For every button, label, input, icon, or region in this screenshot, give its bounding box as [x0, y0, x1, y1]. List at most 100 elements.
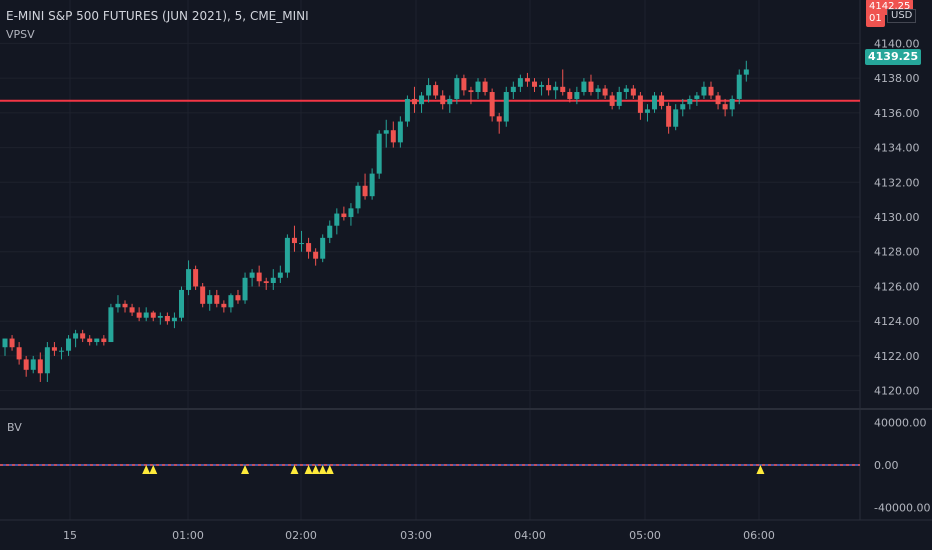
candle-body[interactable] — [496, 116, 502, 122]
candle-body[interactable] — [235, 295, 241, 301]
candle-body[interactable] — [143, 312, 149, 318]
candle-body[interactable] — [468, 90, 474, 93]
candle-body[interactable] — [263, 281, 269, 283]
candle-body[interactable] — [482, 81, 488, 93]
candle-body[interactable] — [595, 88, 601, 93]
candle-body[interactable] — [390, 130, 396, 143]
candle-body[interactable] — [221, 303, 227, 308]
candle-body[interactable] — [186, 269, 192, 290]
candle-body[interactable] — [101, 338, 107, 343]
candle-body[interactable] — [623, 88, 629, 93]
candle-body[interactable] — [256, 272, 262, 282]
candle-body[interactable] — [581, 81, 587, 93]
candle-body[interactable] — [200, 286, 206, 304]
candle-body[interactable] — [630, 88, 636, 96]
candle-body[interactable] — [2, 338, 8, 348]
candle-body[interactable] — [694, 95, 700, 99]
candle-body[interactable] — [729, 98, 735, 110]
candle-body[interactable] — [708, 86, 714, 96]
candle-body[interactable] — [383, 130, 389, 134]
candle-body[interactable] — [722, 104, 728, 110]
candle-body[interactable] — [228, 295, 234, 308]
candle-body[interactable] — [23, 359, 29, 370]
candle-body[interactable] — [80, 333, 86, 339]
candle-body[interactable] — [334, 213, 340, 226]
candle-body[interactable] — [517, 78, 523, 87]
candle-body[interactable] — [242, 277, 248, 301]
candle-body[interactable] — [489, 92, 495, 117]
candle-body[interactable] — [673, 109, 679, 127]
candle-body[interactable] — [510, 86, 516, 93]
candle-body[interactable] — [108, 307, 114, 343]
candle-body[interactable] — [574, 92, 580, 99]
study-label[interactable]: VPSV — [6, 28, 35, 41]
candle-body[interactable] — [532, 81, 537, 87]
candle-body[interactable] — [9, 338, 15, 348]
candle-body[interactable] — [475, 81, 481, 93]
candle-body[interactable] — [666, 105, 672, 127]
candle-body[interactable] — [376, 133, 382, 174]
candle-body[interactable] — [87, 338, 93, 343]
candle-body[interactable] — [454, 78, 460, 99]
candle-body[interactable] — [157, 315, 163, 318]
candle-body[interactable] — [440, 95, 446, 105]
candle-body[interactable] — [736, 74, 742, 99]
candle-body[interactable] — [567, 92, 573, 99]
candle-body[interactable] — [94, 338, 100, 343]
candle-body[interactable] — [341, 213, 347, 218]
candle-body[interactable] — [207, 295, 213, 304]
candle-body[interactable] — [433, 85, 439, 96]
candle-body[interactable] — [30, 359, 36, 370]
candle-body[interactable] — [129, 307, 135, 313]
candle-body[interactable] — [164, 315, 170, 322]
candle-body[interactable] — [44, 347, 50, 374]
candle-body[interactable] — [327, 225, 333, 238]
candle-body[interactable] — [58, 350, 64, 352]
candle-body[interactable] — [644, 109, 650, 113]
candle-body[interactable] — [291, 237, 297, 244]
candle-body[interactable] — [546, 85, 552, 91]
candle-body[interactable] — [369, 173, 375, 197]
candle-body[interactable] — [553, 86, 559, 91]
candle-body[interactable] — [560, 86, 566, 93]
candle-body[interactable] — [419, 95, 425, 105]
candle-body[interactable] — [115, 303, 121, 308]
candle-body[interactable] — [306, 243, 312, 252]
candle-body[interactable] — [284, 237, 290, 273]
candle-body[interactable] — [179, 289, 184, 318]
candle-body[interactable] — [362, 185, 368, 197]
candle-body[interactable] — [397, 121, 403, 143]
candle-body[interactable] — [320, 237, 326, 259]
currency-selector[interactable]: USD — [887, 9, 917, 23]
candle-body[interactable] — [193, 269, 199, 287]
candle-body[interactable] — [51, 347, 57, 351]
candle-body[interactable] — [447, 98, 453, 105]
candle-body[interactable] — [701, 86, 707, 96]
candle-body[interactable] — [539, 85, 545, 87]
candle-body[interactable] — [461, 78, 467, 91]
candle-body[interactable] — [411, 98, 417, 105]
candle-body[interactable] — [687, 98, 693, 105]
candle-body[interactable] — [136, 312, 142, 318]
candle-body[interactable] — [659, 95, 665, 106]
candle-body[interactable] — [609, 95, 615, 106]
candle-body[interactable] — [16, 347, 22, 360]
candle-body[interactable] — [503, 92, 509, 122]
candle-body[interactable] — [270, 277, 276, 283]
candle-body[interactable] — [524, 78, 530, 82]
candle-body[interactable] — [680, 104, 686, 110]
candle-body[interactable] — [299, 243, 305, 245]
candle-body[interactable] — [348, 208, 354, 218]
symbol-title[interactable]: E-MINI S&P 500 FUTURES (JUN 2021), 5, CM… — [6, 9, 309, 23]
candle-body[interactable] — [73, 333, 79, 339]
candle-body[interactable] — [214, 295, 220, 304]
candle-body[interactable] — [602, 88, 608, 96]
candle-body[interactable] — [313, 251, 319, 259]
candle-body[interactable] — [404, 98, 410, 122]
candle-body[interactable] — [277, 272, 283, 278]
candle-body[interactable] — [743, 69, 749, 75]
candle-body[interactable] — [616, 92, 622, 106]
candle-body[interactable] — [150, 312, 156, 318]
candle-body[interactable] — [637, 95, 643, 113]
